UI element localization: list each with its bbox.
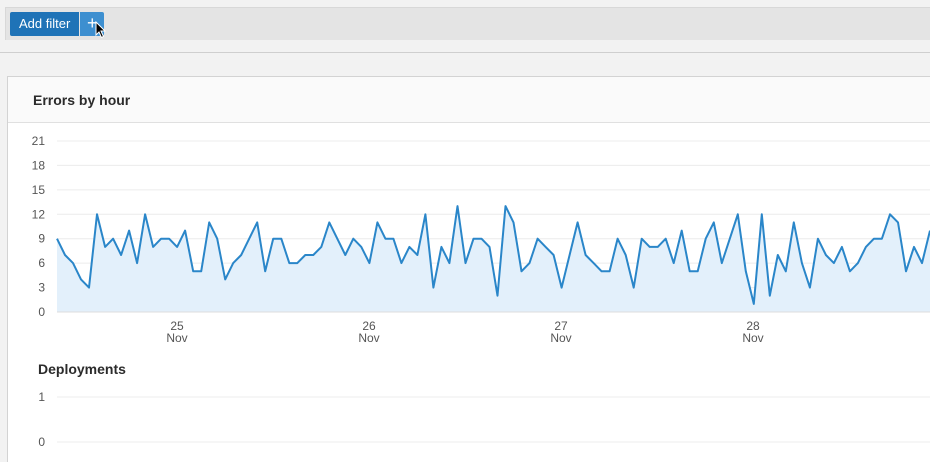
x-tick-month: Nov	[550, 331, 571, 345]
area-fill	[57, 206, 930, 312]
y-tick-label: 6	[38, 256, 45, 270]
mouse-cursor-icon	[95, 21, 107, 39]
panel-title: Errors by hour	[33, 92, 131, 108]
x-tick-month: Nov	[358, 331, 379, 345]
y-tick-label: 0	[38, 305, 45, 319]
y-tick-label: 15	[32, 183, 46, 197]
panel-header	[8, 77, 930, 123]
series-line	[56, 205, 930, 305]
x-tick-day: 28	[746, 319, 760, 333]
deployments-y-tick-label: 0	[38, 435, 45, 449]
deployments-y-tick-label: 1	[38, 390, 45, 404]
y-tick-label: 9	[38, 232, 45, 246]
filter-bar	[0, 0, 930, 53]
y-tick-label: 21	[32, 134, 46, 148]
x-tick-day: 25	[170, 319, 184, 333]
x-tick-day: 27	[554, 319, 568, 333]
x-tick-month: Nov	[742, 331, 763, 345]
x-tick-day: 26	[362, 319, 376, 333]
add-filter-button[interactable]: Add filter	[10, 12, 80, 36]
filter-bar-track	[5, 7, 930, 40]
x-tick-month: Nov	[166, 331, 187, 345]
y-tick-label: 3	[38, 281, 45, 295]
y-tick-label: 18	[32, 158, 46, 172]
add-filter-group: Add filter +	[10, 12, 105, 36]
y-tick-label: 12	[32, 207, 46, 221]
deployments-title: Deployments	[38, 361, 126, 377]
